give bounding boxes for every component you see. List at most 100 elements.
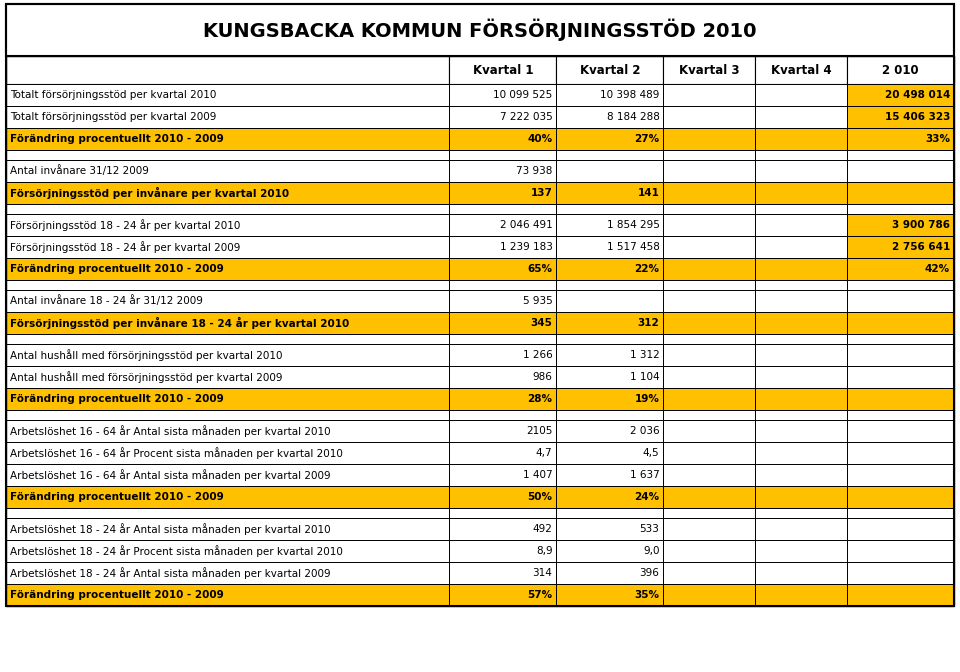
Bar [847,344,954,366]
Bar [847,508,954,518]
Text: Förändring procentuellt 2010 - 2009: Förändring procentuellt 2010 - 2009 [10,590,224,600]
Text: 73 938: 73 938 [516,166,552,176]
Bar [847,56,954,84]
Bar [449,366,557,388]
Bar [6,410,449,420]
Text: 1 517 458: 1 517 458 [607,242,660,252]
Bar [847,540,954,562]
Bar [756,388,847,410]
Bar [663,442,756,464]
Bar [847,160,954,182]
Text: 345: 345 [531,318,552,328]
Bar [557,344,663,366]
Bar [847,280,954,290]
Bar [557,540,663,562]
Bar [663,334,756,344]
Bar [557,160,663,182]
Bar [449,420,557,442]
Bar [756,280,847,290]
Bar [847,464,954,486]
Text: 2 046 491: 2 046 491 [500,220,552,230]
Text: 2105: 2105 [526,426,552,436]
Bar [847,410,954,420]
Bar [663,182,756,204]
Bar [663,562,756,584]
Text: 42%: 42% [924,264,950,274]
Bar [449,56,557,84]
Bar [6,84,449,106]
Bar [557,236,663,258]
Text: 1 104: 1 104 [630,372,660,382]
Text: Arbetslöshet 16 - 64 år Antal sista månaden per kvartal 2009: Arbetslöshet 16 - 64 år Antal sista måna… [10,469,330,481]
Text: Kvartal 1: Kvartal 1 [472,63,533,77]
Bar [756,236,847,258]
Bar [449,204,557,214]
Bar [663,584,756,606]
Bar [756,290,847,312]
Bar [663,290,756,312]
Bar [6,334,449,344]
Text: 1 407: 1 407 [523,470,552,480]
Bar [847,562,954,584]
Bar [557,442,663,464]
Text: 533: 533 [639,524,660,534]
Text: 4,7: 4,7 [536,448,552,458]
Bar [6,540,449,562]
Bar [557,150,663,160]
Text: 22%: 22% [635,264,660,274]
Bar [756,464,847,486]
Bar [847,388,954,410]
Text: Arbetslöshet 16 - 64 år Procent sista månaden per kvartal 2010: Arbetslöshet 16 - 64 år Procent sista må… [10,447,343,459]
Bar [6,56,449,84]
Bar [663,344,756,366]
Bar [847,420,954,442]
Bar [663,128,756,150]
Text: 2 756 641: 2 756 641 [892,242,950,252]
Bar [557,312,663,334]
Bar [6,4,954,606]
Text: 986: 986 [533,372,552,382]
Bar [6,366,449,388]
Bar [449,388,557,410]
Bar [6,562,449,584]
Bar [847,366,954,388]
Bar [756,508,847,518]
Bar [557,388,663,410]
Bar [663,106,756,128]
Text: 492: 492 [533,524,552,534]
Bar [756,312,847,334]
Bar [557,56,663,84]
Bar [449,128,557,150]
Text: 57%: 57% [527,590,552,600]
Text: 312: 312 [637,318,660,328]
Bar [6,4,954,56]
Bar [847,236,954,258]
Bar [663,388,756,410]
Bar [449,84,557,106]
Text: 2 010: 2 010 [882,63,919,77]
Bar [847,214,954,236]
Bar [6,508,449,518]
Text: 24%: 24% [635,492,660,502]
Bar [557,334,663,344]
Bar [449,236,557,258]
Text: 15 406 323: 15 406 323 [884,112,950,122]
Bar [847,312,954,334]
Text: 3 900 786: 3 900 786 [892,220,950,230]
Bar [557,420,663,442]
Bar [6,150,449,160]
Bar [756,258,847,280]
Text: 137: 137 [531,188,552,198]
Bar [449,214,557,236]
Bar [663,366,756,388]
Bar [756,442,847,464]
Text: 1 266: 1 266 [522,350,552,360]
Bar [6,584,449,606]
Bar [663,56,756,84]
Bar [6,442,449,464]
Bar [847,584,954,606]
Bar [557,518,663,540]
Bar [663,160,756,182]
Text: Förändring procentuellt 2010 - 2009: Förändring procentuellt 2010 - 2009 [10,492,224,502]
Bar [557,486,663,508]
